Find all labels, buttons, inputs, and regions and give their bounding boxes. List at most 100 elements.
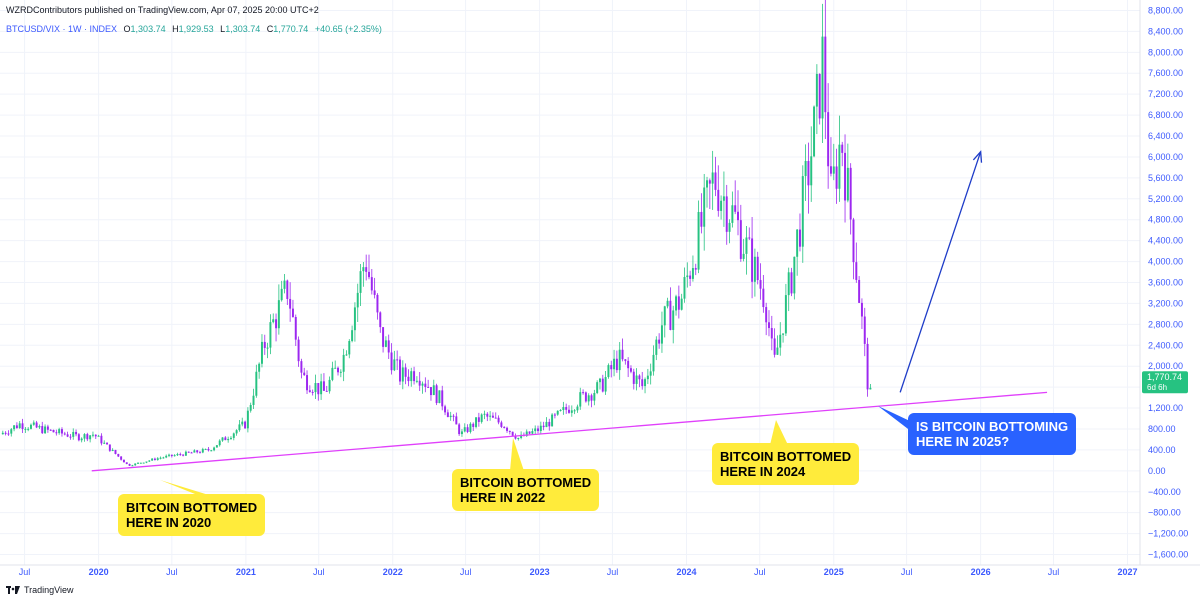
candle: [348, 341, 351, 355]
x-tick-label: Jul: [901, 567, 913, 577]
candle: [24, 428, 27, 430]
candle: [860, 302, 863, 317]
candle: [317, 383, 320, 395]
y-tick-label: 5,600.00: [1148, 173, 1183, 183]
projection-arrow-head: [972, 150, 983, 163]
candle: [413, 371, 416, 382]
callout-2022-pointer: [510, 438, 524, 471]
candle: [584, 392, 587, 402]
candle: [308, 390, 311, 392]
x-tick-label: Jul: [1048, 567, 1060, 577]
candle: [356, 292, 359, 308]
y-tick-label: 2,000.00: [1148, 361, 1183, 371]
candle: [196, 450, 199, 453]
candle: [548, 421, 551, 427]
candle: [159, 457, 162, 459]
candle: [790, 272, 793, 294]
candle: [97, 435, 100, 437]
candle: [720, 200, 723, 211]
candle: [646, 375, 649, 380]
brand-name: TradingView: [24, 585, 74, 595]
candle: [618, 349, 621, 371]
candle: [497, 417, 500, 423]
candle: [184, 451, 187, 456]
candle: [91, 434, 94, 436]
candle: [455, 416, 458, 425]
candle: [359, 271, 362, 293]
candle: [376, 294, 379, 313]
candle: [286, 280, 289, 299]
y-tick-label: 1,200.00: [1148, 403, 1183, 413]
x-tick-label: 2027: [1118, 567, 1138, 577]
candle: [404, 367, 407, 377]
candle: [303, 372, 306, 376]
candle: [218, 440, 221, 446]
candle: [4, 432, 7, 434]
callout-2025: IS BITCOIN BOTTOMING HERE IN 2025?: [908, 413, 1077, 455]
candle: [649, 371, 652, 376]
candle: [568, 409, 570, 413]
candle: [246, 410, 249, 429]
candle: [165, 455, 168, 458]
candle: [517, 437, 520, 439]
x-tick-label: Jul: [313, 567, 325, 577]
candle: [686, 275, 689, 278]
candle: [60, 429, 63, 434]
candle: [69, 436, 72, 438]
candle: [706, 180, 709, 188]
candle: [680, 298, 683, 310]
candle: [784, 295, 787, 334]
candle: [652, 354, 655, 372]
candle: [849, 167, 852, 220]
candle: [407, 376, 410, 382]
candle: [241, 421, 244, 425]
low-label: L: [220, 24, 226, 34]
candle: [869, 387, 872, 390]
candle: [199, 452, 201, 454]
candle: [283, 280, 286, 289]
candle: [204, 448, 207, 450]
candle: [334, 367, 337, 369]
tradingview-brand[interactable]: TradingView: [6, 585, 74, 595]
candle: [444, 406, 447, 413]
tradingview-logo-icon: [6, 586, 20, 594]
candle: [542, 425, 545, 428]
candle: [534, 428, 537, 432]
candle: [86, 434, 89, 440]
candle: [807, 160, 810, 186]
symbol-legend[interactable]: BTCUSD/VIX · 1W · INDEX O1,303.74 H1,929…: [6, 24, 382, 34]
candle: [162, 457, 165, 459]
candle: [821, 36, 824, 119]
candle: [41, 426, 44, 434]
candle: [122, 459, 125, 463]
candle: [508, 430, 511, 432]
candle: [756, 256, 759, 281]
candle: [528, 431, 531, 434]
candle: [275, 319, 278, 329]
candle: [232, 433, 235, 438]
candle: [562, 407, 565, 410]
candle: [660, 325, 663, 344]
candle: [179, 454, 182, 456]
x-tick-label: 2025: [824, 567, 844, 577]
candle: [300, 361, 303, 373]
candle: [424, 383, 427, 387]
candle: [111, 449, 114, 451]
candle: [151, 458, 154, 461]
candle: [782, 333, 785, 335]
candle: [852, 219, 855, 263]
x-tick-label: Jul: [166, 567, 178, 577]
candle: [156, 458, 159, 460]
candle: [539, 425, 542, 432]
candle: [365, 267, 368, 272]
candle: [258, 363, 261, 372]
candle: [229, 437, 232, 439]
x-tick-label: 2020: [89, 567, 109, 577]
candle: [176, 454, 179, 456]
candle: [494, 417, 497, 419]
candle: [624, 359, 627, 361]
candle: [734, 205, 737, 212]
candle: [855, 262, 858, 280]
candle: [382, 327, 385, 347]
